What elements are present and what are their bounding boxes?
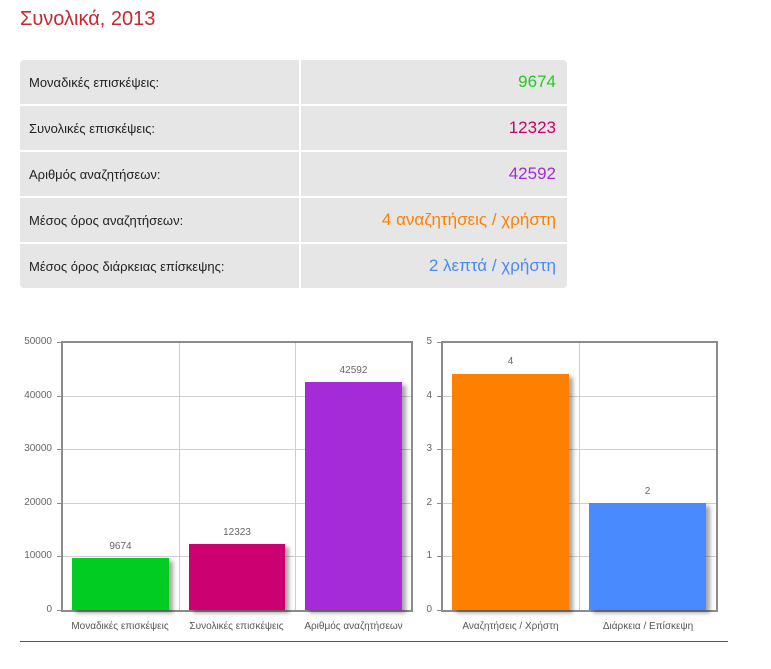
y-tick: 50000 <box>24 336 52 347</box>
gridline <box>179 343 180 610</box>
y-tick: 0 <box>46 604 52 615</box>
bar-duration-per-visit[interactable] <box>589 503 706 610</box>
x-axis-label: Αριθμός αναζητήσεων <box>304 621 403 632</box>
stat-label: Μέσος όρος αναζητήσεων: <box>20 198 299 242</box>
gridline <box>63 449 411 450</box>
x-axis-label: Αναζητήσεις / Χρήστη <box>462 621 559 632</box>
bar-value-label: 4 <box>507 356 514 367</box>
x-axis-label: Διάρκεια / Επίσκεψη <box>602 621 694 632</box>
stat-label: Μοναδικές επισκέψεις: <box>20 60 299 104</box>
gridline <box>295 343 296 610</box>
y-tick-mark <box>57 556 62 557</box>
bar-value-label: 2 <box>644 486 651 497</box>
stat-value: 9674 <box>301 60 567 104</box>
stat-label: Αριθμός αναζητήσεων: <box>20 152 299 196</box>
y-tick-mark <box>57 396 62 397</box>
y-tick: 5 <box>426 336 432 347</box>
bar-value-label: 12323 <box>223 527 251 538</box>
bar-search-count[interactable] <box>305 382 402 610</box>
stat-row-total-visits: Συνολικές επισκέψεις: 12323 <box>20 106 567 150</box>
stat-row-avg-searches: Μέσος όρος αναζητήσεων: 4 αναζητήσεις / … <box>20 198 567 242</box>
y-tick: 1 <box>426 550 432 561</box>
y-tick-mark <box>57 503 62 504</box>
bar-value-label: 42592 <box>339 365 368 376</box>
y-tick-mark <box>57 449 62 450</box>
stat-row-search-count: Αριθμός αναζητήσεων: 42592 <box>20 152 567 196</box>
x-axis-label: Συνολικές επισκέψεις <box>189 621 284 632</box>
y-tick: 20000 <box>24 497 52 508</box>
stat-label: Συνολικές επισκέψεις: <box>20 106 299 150</box>
y-tick: 30000 <box>24 443 52 454</box>
y-tick-mark <box>57 610 62 611</box>
y-tick-mark <box>437 396 442 397</box>
y-tick-mark <box>437 556 442 557</box>
stat-row-unique-visits: Μοναδικές επισκέψεις: 9674 <box>20 60 567 104</box>
bar-unique-visits[interactable] <box>72 558 169 610</box>
y-tick: 0 <box>426 604 432 615</box>
y-tick: 10000 <box>24 550 52 561</box>
y-tick: 4 <box>426 390 432 401</box>
y-tick-mark <box>437 503 442 504</box>
y-tick-mark <box>437 342 442 343</box>
bar-searches-per-user[interactable] <box>452 374 569 610</box>
bottom-divider <box>20 641 728 642</box>
gridline <box>63 503 411 504</box>
gridline <box>579 343 580 610</box>
y-tick-mark <box>437 610 442 611</box>
gridline <box>63 396 411 397</box>
stat-value: 4 αναζητήσεις / χρήστη <box>301 198 567 242</box>
page-title: Συνολικά, 2013 <box>20 8 156 30</box>
stat-value: 42592 <box>301 152 567 196</box>
stats-table: Μοναδικές επισκέψεις: 9674 Συνολικές επι… <box>20 60 567 288</box>
y-tick: 2 <box>426 497 432 508</box>
bar-total-visits[interactable] <box>189 544 285 610</box>
y-tick-mark <box>57 342 62 343</box>
stat-value: 12323 <box>301 106 567 150</box>
y-tick: 40000 <box>24 390 52 401</box>
stat-row-avg-duration: Μέσος όρος διάρκειας επίσκεψης: 2 λεπτά … <box>20 244 567 288</box>
x-axis-label: Μοναδικές επισκέψεις <box>71 621 169 632</box>
y-tick: 3 <box>426 443 432 454</box>
bar-value-label: 9674 <box>109 541 132 552</box>
y-tick-mark <box>437 449 442 450</box>
stat-value: 2 λεπτά / χρήστη <box>301 244 567 288</box>
stat-label: Μέσος όρος διάρκειας επίσκεψης: <box>20 244 299 288</box>
